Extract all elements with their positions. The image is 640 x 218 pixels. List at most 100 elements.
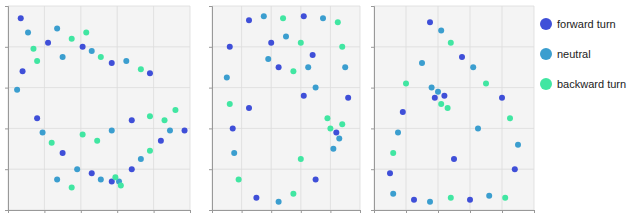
point	[486, 193, 492, 199]
point	[512, 166, 518, 172]
point	[483, 81, 489, 87]
point	[313, 85, 319, 91]
point	[94, 138, 100, 144]
tick	[5, 6, 8, 7]
point	[18, 15, 24, 21]
point	[236, 176, 242, 182]
tick	[209, 88, 212, 89]
tick-mark	[271, 210, 272, 213]
point	[98, 176, 104, 182]
point	[330, 146, 336, 152]
point	[445, 105, 451, 111]
point	[470, 64, 476, 70]
grid-line	[502, 6, 503, 210]
point	[69, 185, 75, 191]
grid-line	[271, 6, 272, 210]
figure: forward turn neutral backward turn	[0, 0, 640, 218]
point	[327, 125, 333, 131]
tick-mark	[371, 6, 374, 7]
tick	[5, 169, 8, 170]
tick	[209, 47, 212, 48]
point	[129, 117, 135, 123]
point	[112, 174, 118, 180]
tick	[117, 210, 118, 213]
point	[301, 13, 307, 19]
point	[276, 64, 282, 70]
tick-mark	[406, 210, 407, 213]
point	[40, 129, 46, 135]
point	[162, 117, 168, 123]
grid-line	[374, 128, 534, 129]
point	[230, 125, 236, 131]
tick	[5, 88, 8, 89]
tick-mark	[209, 169, 212, 170]
point	[276, 199, 282, 205]
point	[339, 121, 345, 127]
point	[167, 127, 173, 133]
grid-line	[153, 6, 154, 210]
point	[345, 95, 351, 101]
tick-mark	[371, 88, 374, 89]
point	[118, 183, 124, 189]
y-axis	[209, 7, 213, 211]
y-axis	[371, 7, 375, 211]
point	[320, 15, 326, 21]
grid-line	[374, 6, 534, 7]
tick-mark	[5, 128, 8, 129]
tick	[5, 128, 8, 129]
point	[333, 129, 339, 135]
tick	[209, 210, 212, 211]
tick	[371, 169, 374, 170]
pane	[8, 6, 190, 210]
legend-label: forward turn	[557, 18, 616, 30]
tick	[534, 210, 535, 213]
tick	[81, 210, 82, 213]
point	[387, 170, 393, 176]
tick-mark	[502, 210, 503, 213]
point	[265, 56, 271, 62]
grid-line	[374, 87, 534, 88]
grid-line	[212, 6, 360, 7]
tick-mark	[154, 210, 155, 213]
point	[438, 101, 444, 107]
point	[147, 70, 153, 76]
tick-mark	[5, 88, 8, 89]
tick-mark	[209, 210, 212, 211]
tick	[371, 6, 374, 7]
point	[261, 13, 267, 19]
point	[231, 150, 237, 156]
tick	[502, 210, 503, 213]
grid	[8, 6, 190, 210]
tick-mark	[5, 6, 8, 7]
point	[335, 19, 341, 25]
tick	[301, 210, 302, 213]
tick	[190, 210, 191, 213]
point	[305, 64, 311, 70]
legend-item: forward turn	[540, 18, 616, 30]
point	[467, 197, 473, 203]
point	[129, 166, 135, 172]
tick	[5, 47, 8, 48]
point	[54, 176, 60, 182]
point	[432, 95, 438, 101]
grid-line	[470, 6, 471, 210]
tick	[371, 210, 374, 211]
legend-swatch	[540, 78, 552, 90]
legend-item: backward turn	[540, 78, 626, 90]
tick	[371, 128, 374, 129]
grid-line	[190, 6, 191, 210]
grid	[374, 6, 534, 210]
grid-line	[8, 169, 190, 170]
point	[60, 54, 66, 60]
legend-item: neutral	[540, 48, 591, 60]
tick-mark	[5, 169, 8, 170]
tick-mark	[209, 128, 212, 129]
x-axis	[375, 210, 535, 213]
point	[34, 115, 40, 121]
tick-mark	[209, 88, 212, 89]
point	[310, 52, 316, 58]
point	[182, 127, 188, 133]
axis-line	[5, 7, 9, 211]
point	[283, 34, 289, 40]
tick	[271, 210, 272, 213]
